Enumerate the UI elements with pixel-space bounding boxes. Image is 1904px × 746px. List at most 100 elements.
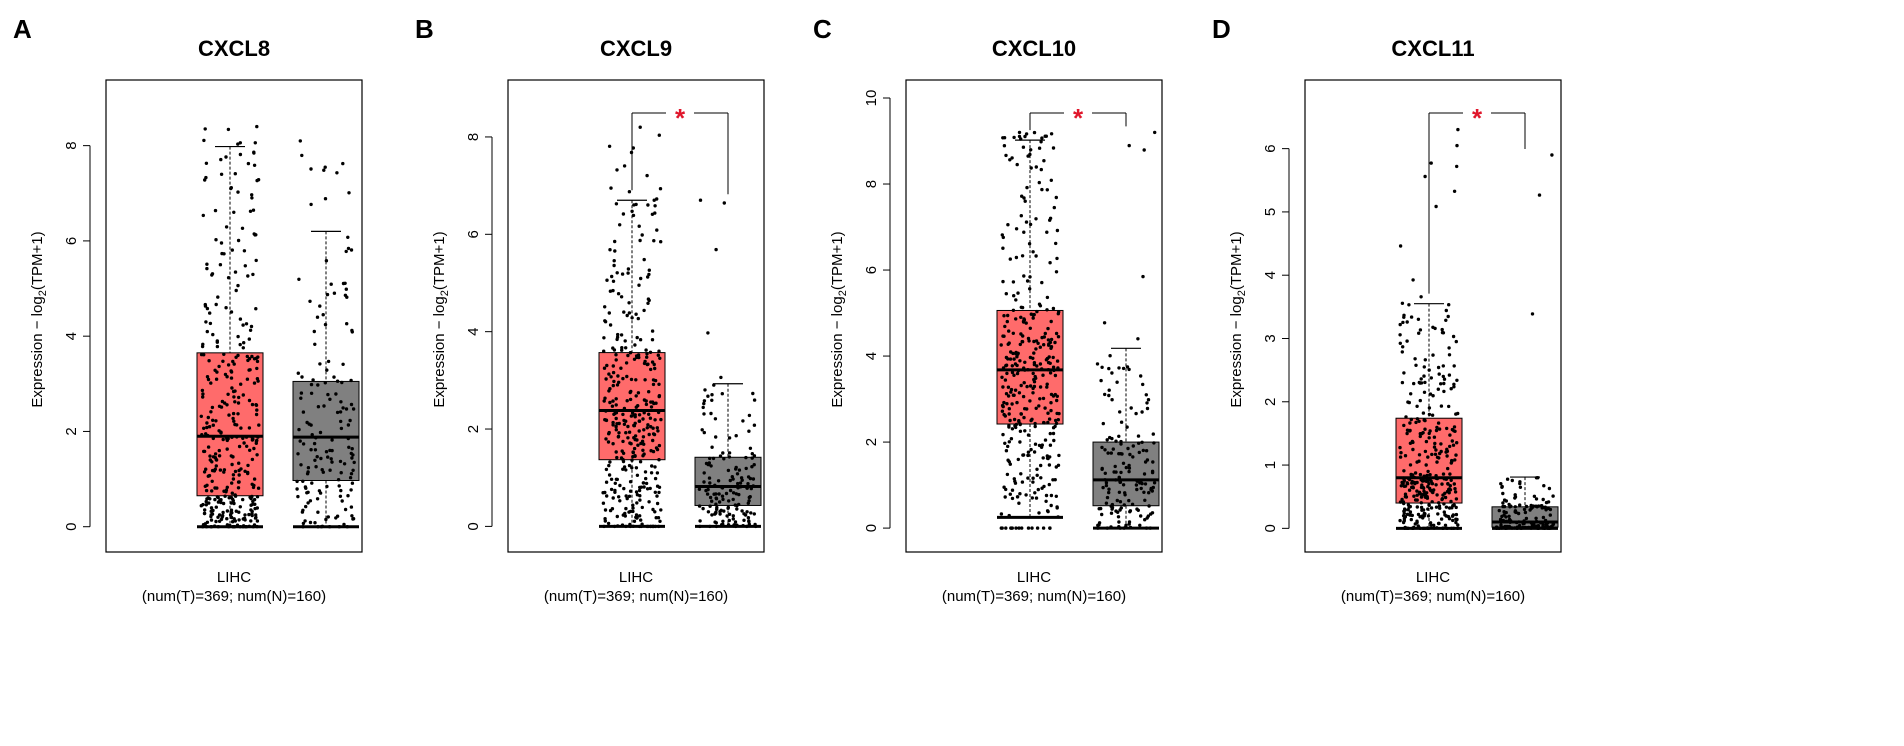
data-point	[1135, 487, 1139, 492]
data-point	[229, 508, 234, 512]
data-point	[722, 201, 726, 205]
data-point	[250, 402, 255, 407]
significance-marker: *	[1073, 103, 1084, 133]
data-point	[325, 368, 329, 372]
y-tick-label: 3	[1262, 334, 1279, 342]
data-point	[653, 418, 657, 422]
data-point	[313, 521, 317, 525]
data-point	[1102, 321, 1107, 325]
data-point	[638, 460, 643, 464]
data-point	[608, 460, 612, 464]
data-point	[210, 468, 215, 473]
data-point	[1119, 439, 1123, 444]
data-point	[647, 432, 651, 437]
data-point	[1400, 301, 1405, 305]
data-point	[243, 513, 247, 517]
data-point	[706, 394, 710, 398]
data-point	[1046, 411, 1050, 415]
data-point	[726, 506, 730, 510]
data-point	[1054, 465, 1058, 469]
data-point	[1031, 371, 1035, 376]
y-label-subscript: 2	[837, 290, 849, 296]
data-point	[1114, 439, 1118, 443]
data-point	[330, 460, 334, 464]
data-point	[640, 522, 644, 526]
data-point	[1019, 383, 1023, 388]
data-point	[1430, 413, 1435, 417]
data-point	[248, 448, 252, 452]
data-point	[1096, 526, 1100, 530]
data-point	[616, 292, 621, 296]
data-point	[1435, 526, 1439, 530]
data-point	[1441, 526, 1445, 530]
data-point	[1024, 321, 1028, 325]
data-point	[1042, 343, 1046, 347]
data-point	[1398, 322, 1402, 327]
significance-bracket: *	[631, 103, 729, 195]
data-point	[250, 193, 254, 197]
data-point	[210, 479, 214, 483]
data-point	[254, 307, 258, 311]
data-point	[321, 313, 325, 317]
data-point	[1127, 469, 1131, 474]
data-point	[1011, 331, 1015, 335]
data-point	[632, 423, 636, 428]
data-point	[1456, 523, 1460, 527]
data-point	[223, 372, 228, 377]
data-point	[1100, 466, 1104, 471]
data-point	[1518, 503, 1522, 507]
data-point	[209, 506, 214, 510]
data-point	[1034, 347, 1038, 351]
data-point	[1407, 488, 1412, 492]
data-point	[1426, 514, 1431, 518]
data-point	[1412, 494, 1416, 498]
data-point	[241, 323, 245, 327]
data-point	[255, 359, 260, 364]
data-point	[316, 405, 321, 409]
data-point	[229, 310, 234, 314]
x-axis-sublabel: (num(T)=369; num(N)=160)	[942, 588, 1126, 605]
data-point	[1456, 127, 1460, 132]
data-point	[330, 448, 334, 453]
data-point	[1022, 318, 1027, 322]
data-point	[211, 332, 215, 337]
data-point	[741, 419, 745, 423]
data-point	[613, 239, 617, 244]
data-point	[657, 458, 661, 462]
data-point	[1502, 504, 1507, 509]
data-point	[1442, 510, 1446, 514]
data-point	[1018, 422, 1022, 427]
data-point	[1015, 162, 1019, 167]
data-point	[1024, 493, 1028, 497]
data-point	[203, 302, 207, 307]
data-point	[624, 506, 628, 511]
data-point	[1007, 513, 1011, 518]
data-point	[620, 348, 624, 352]
data-point	[1409, 517, 1413, 522]
data-point	[204, 488, 209, 493]
data-point	[727, 436, 732, 440]
data-point	[1048, 526, 1052, 530]
data-point	[1550, 153, 1554, 157]
data-point	[324, 450, 329, 454]
data-point	[203, 127, 207, 131]
data-point	[644, 348, 648, 352]
data-point	[214, 519, 218, 524]
data-point	[255, 124, 259, 129]
data-point	[1440, 482, 1444, 486]
data-point	[246, 470, 250, 475]
data-point	[701, 506, 705, 511]
data-point	[624, 494, 628, 498]
data-point	[322, 404, 326, 408]
data-point	[634, 312, 638, 316]
data-point	[1423, 449, 1428, 454]
data-point	[1429, 376, 1433, 380]
data-point	[1442, 389, 1446, 394]
data-point	[1422, 511, 1426, 516]
data-point	[727, 499, 731, 503]
data-point	[1010, 156, 1014, 160]
data-point	[324, 517, 328, 522]
data-point	[614, 424, 618, 429]
data-point	[1138, 523, 1142, 527]
